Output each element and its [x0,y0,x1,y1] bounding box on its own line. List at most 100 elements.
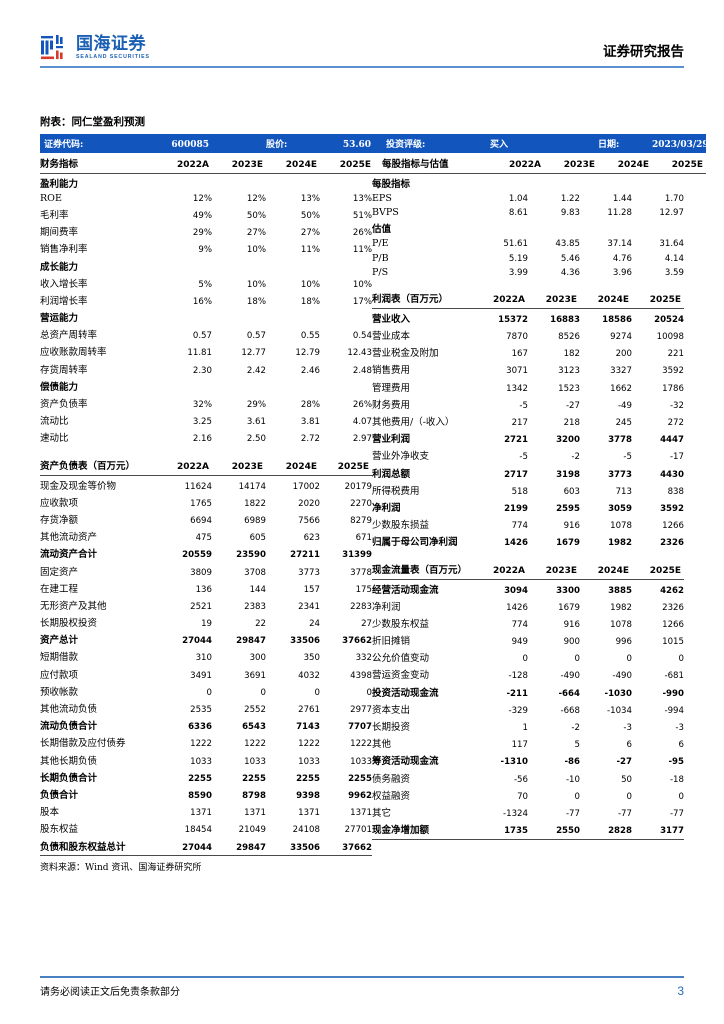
table-row: ROE 12% 12% 13% 13% [40,191,372,205]
price-value: 53.60 [320,134,374,153]
row-value: -77 [669,808,684,819]
row-value: 8279 [350,515,372,526]
row-label: 投资活动现金流 [372,687,439,699]
row-label: 长期股权投资 [40,618,98,630]
row-value: 475 [195,533,212,544]
row-value: -681 [664,671,684,682]
bs-year-2022a: 2022A [158,455,212,476]
row-value: 16% [192,296,212,307]
row-value: 27 [361,619,372,630]
row-value: 3592 [660,503,684,514]
row-value: 2326 [662,602,684,613]
row-label: EPS [372,192,392,204]
row-value: 10% [300,279,320,290]
table-row: 净利润 1426 1679 1982 2326 [372,597,684,614]
row-value: 18% [300,296,320,307]
row-value: 15372 [498,314,528,325]
row-value: 1679 [558,602,580,613]
row-label: 无形资产及其他 [40,600,107,612]
row-value: 4032 [298,670,320,681]
row-value: 31.64 [659,239,684,250]
row-value: 1.44 [612,193,632,204]
row-value: 20179 [344,481,372,492]
table-row: 无形资产及其他 2521 2383 2341 2283 [40,596,372,613]
row-value: 2255 [296,773,320,784]
row-value: 18454 [184,825,212,836]
row-value: 2270 [350,498,372,509]
row-value: 3094 [504,585,528,596]
row-value: 10% [246,245,266,256]
row-value: 518 [511,486,528,497]
row-label: 应付款项 [40,669,79,681]
banner-spacer-1 [212,134,266,153]
row-value: 350 [303,653,320,664]
row-value: 6694 [190,515,212,526]
row-value: 32% [192,400,212,411]
row-value: 1033 [244,756,266,767]
table-row: 存货净额 6694 6989 7566 8279 [40,510,372,527]
row-value: 3885 [608,585,632,596]
row-value: 2283 [350,601,372,612]
row-value: 1371 [298,808,320,819]
row-value: 29% [192,228,212,239]
row-value: 0.54 [352,331,372,342]
row-value: 4430 [660,469,684,480]
row-value: -664 [558,688,580,699]
bs-year-2024e: 2024E [266,455,320,476]
row-value: 8526 [558,332,580,343]
row-label: 流动负债合计 [40,721,98,733]
row-value: 1 [522,723,528,734]
row-value: 2717 [504,469,528,480]
table-caption: 附表：同仁堂盈利预测 [40,116,145,128]
row-value: 0 [260,687,266,698]
table-row: 现金净增加额 1735 2550 2828 3177 [372,821,684,838]
row-value: 10% [246,279,266,290]
row-value: 22 [255,619,266,630]
table-row: P/S 3.99 4.36 3.96 3.59 [372,265,684,279]
row-value: 1222 [298,739,320,750]
row-value: 3691 [244,670,266,681]
row-value: -2 [571,452,580,463]
row-value: 774 [511,521,528,532]
row-value: 37662 [342,842,372,853]
section-heading-row: 营运能力 [40,309,372,326]
row-label: 少数股东权益 [372,618,430,630]
pershare-table: 每股指标 EPS 1.04 1.22 1.44 1.70 BVPS 8.61 9.83 11.28… [372,174,684,279]
row-label: P/B [372,252,389,264]
row-value: 1371 [350,808,372,819]
row-value: 13% [352,193,372,204]
row-value: -1034 [607,705,632,716]
row-value: 4.07 [352,417,372,428]
cash-flow-title: 现金流量表（百万元） [372,558,476,580]
row-value: 12.79 [295,348,320,359]
row-label: 营运资金变动 [372,670,430,682]
row-value: -211 [506,688,528,699]
left-year-2025e: 2025E [320,153,374,174]
row-value: 2552 [244,705,266,716]
table-row: 营业成本 7870 8526 9274 10098 [372,327,684,344]
section-blank [320,377,372,394]
row-value: 916 [563,521,580,532]
row-value: 1033 [190,756,212,767]
row-value: 1371 [190,808,212,819]
row-value: -17 [669,452,684,463]
row-value: 3200 [556,435,580,446]
table-row: 应付款项 3491 3691 4032 4398 [40,665,372,682]
row-label: 毛利率 [40,209,69,221]
row-value: 49% [192,210,212,221]
row-value: 9.83 [560,207,580,218]
right-year-2023e: 2023E [544,153,598,174]
row-label: 营业利润 [372,434,411,446]
row-value: 1735 [504,826,528,837]
section-blank [320,309,372,326]
table-row: 财务费用 -5 -27 -49 -32 [372,395,684,412]
price-label: 股价: [266,134,320,153]
row-value: 21049 [238,825,266,836]
row-value: 1033 [350,756,372,767]
row-value: 0 [206,687,212,698]
row-label: 应收款项 [40,497,79,509]
row-label: 营业外净收支 [372,451,430,463]
table-row: 长期股权投资 19 22 24 27 [40,614,372,631]
row-label: 其它 [372,807,392,819]
